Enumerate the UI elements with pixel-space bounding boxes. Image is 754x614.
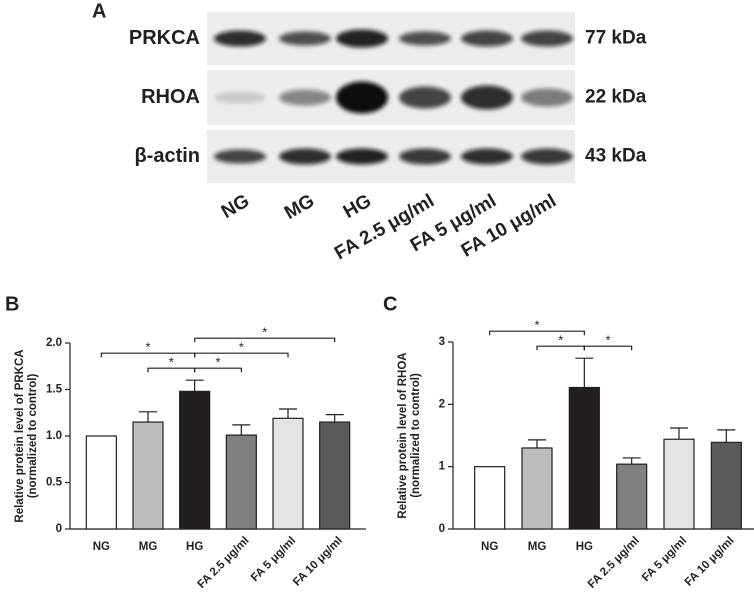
- significance-bracket: [194, 367, 242, 373]
- x-tick-label: MG: [528, 541, 547, 553]
- x-tick-label: FA 10 μg/ml: [291, 535, 345, 589]
- y-axis-label: Relative protein level of PRKCA: [14, 349, 26, 522]
- x-tick-label: FA 10 μg/ml: [683, 535, 737, 589]
- x-tick-label: MG: [139, 541, 158, 553]
- y-tick-label: 0.5: [46, 477, 63, 489]
- bar: [85, 435, 117, 530]
- blot-band: [461, 148, 513, 165]
- protein-label: β-actin: [134, 145, 200, 167]
- protein-label: PRKCA: [129, 27, 200, 49]
- bar: [568, 386, 600, 530]
- blot-band: [279, 148, 331, 165]
- significance-label: *: [215, 355, 220, 370]
- blot-band: [214, 91, 266, 104]
- bar: [225, 434, 257, 530]
- x-tick-label: NG: [481, 541, 498, 553]
- blot-band: [214, 30, 266, 47]
- blot-band: [399, 86, 451, 109]
- y-tick-label: 3: [439, 336, 445, 348]
- y-tick-label: 0: [439, 523, 445, 535]
- bar: [474, 466, 506, 530]
- significance-label: *: [558, 333, 563, 348]
- bar: [179, 390, 211, 530]
- blot-band: [399, 31, 451, 46]
- significance-bracket: [489, 330, 585, 336]
- significance-bracket: [194, 337, 336, 343]
- bar: [663, 438, 695, 530]
- significance-label: *: [262, 325, 267, 340]
- protein-label: RHOA: [141, 86, 200, 108]
- blot-band: [461, 85, 513, 110]
- bar: [319, 421, 351, 530]
- significance-label: *: [169, 355, 174, 370]
- x-tick-label: FA 5 μg/ml: [249, 535, 298, 584]
- y-tick-label: 0: [56, 523, 62, 535]
- blot-band: [399, 148, 451, 165]
- bar: [272, 417, 304, 530]
- bar: [616, 463, 648, 530]
- y-axis-label: (normalized to control): [410, 373, 422, 498]
- significance-label: *: [239, 340, 244, 355]
- blot-band: [336, 148, 388, 165]
- significance-bracket: [194, 352, 289, 358]
- blot-band: [279, 89, 331, 106]
- significance-label: *: [605, 333, 610, 348]
- blot-band: [521, 88, 573, 107]
- y-axis-label: Relative protein level of RHOA: [397, 352, 409, 518]
- significance-bracket: [583, 345, 633, 351]
- panel-label: A: [92, 0, 106, 22]
- bar: [710, 441, 742, 530]
- panel-label: C: [383, 293, 397, 315]
- blot-membrane: [207, 130, 575, 183]
- panel-label: B: [5, 293, 19, 315]
- lane-label: HG: [340, 190, 375, 222]
- blot-band: [279, 31, 331, 46]
- blot-membrane: [207, 12, 575, 65]
- y-tick-label: 1: [439, 461, 446, 473]
- molecular-weight: 43 kDa: [585, 146, 647, 167]
- blot-band: [336, 29, 388, 48]
- y-tick-label: 2: [439, 398, 445, 410]
- y-tick-label: 1.0: [46, 430, 62, 442]
- x-tick-label: NG: [93, 541, 110, 553]
- bar: [132, 421, 164, 530]
- blot-band: [461, 30, 513, 47]
- blot-band: [336, 81, 388, 114]
- molecular-weight: 22 kDa: [585, 87, 647, 108]
- lane-label: MG: [281, 190, 318, 223]
- blot-membrane: [207, 70, 575, 125]
- y-tick-label: 2.0: [46, 337, 62, 349]
- blot-band: [521, 30, 573, 47]
- significance-label: *: [534, 318, 539, 333]
- significance-label: *: [145, 340, 150, 355]
- x-tick-label: FA 2.5 μg/ml: [586, 535, 642, 591]
- x-tick-label: HG: [186, 541, 203, 553]
- y-tick-label: 1.5: [46, 384, 63, 396]
- x-tick-label: FA 5 μg/ml: [640, 535, 689, 584]
- molecular-weight: 77 kDa: [585, 28, 647, 49]
- blot-band: [214, 149, 266, 164]
- y-axis-label: (normalized to control): [27, 374, 39, 499]
- x-tick-label: FA 2.5 μg/ml: [196, 535, 252, 591]
- x-tick-label: HG: [576, 541, 593, 553]
- blot-band: [521, 148, 573, 165]
- lane-label: NG: [218, 190, 253, 222]
- bar: [521, 447, 553, 530]
